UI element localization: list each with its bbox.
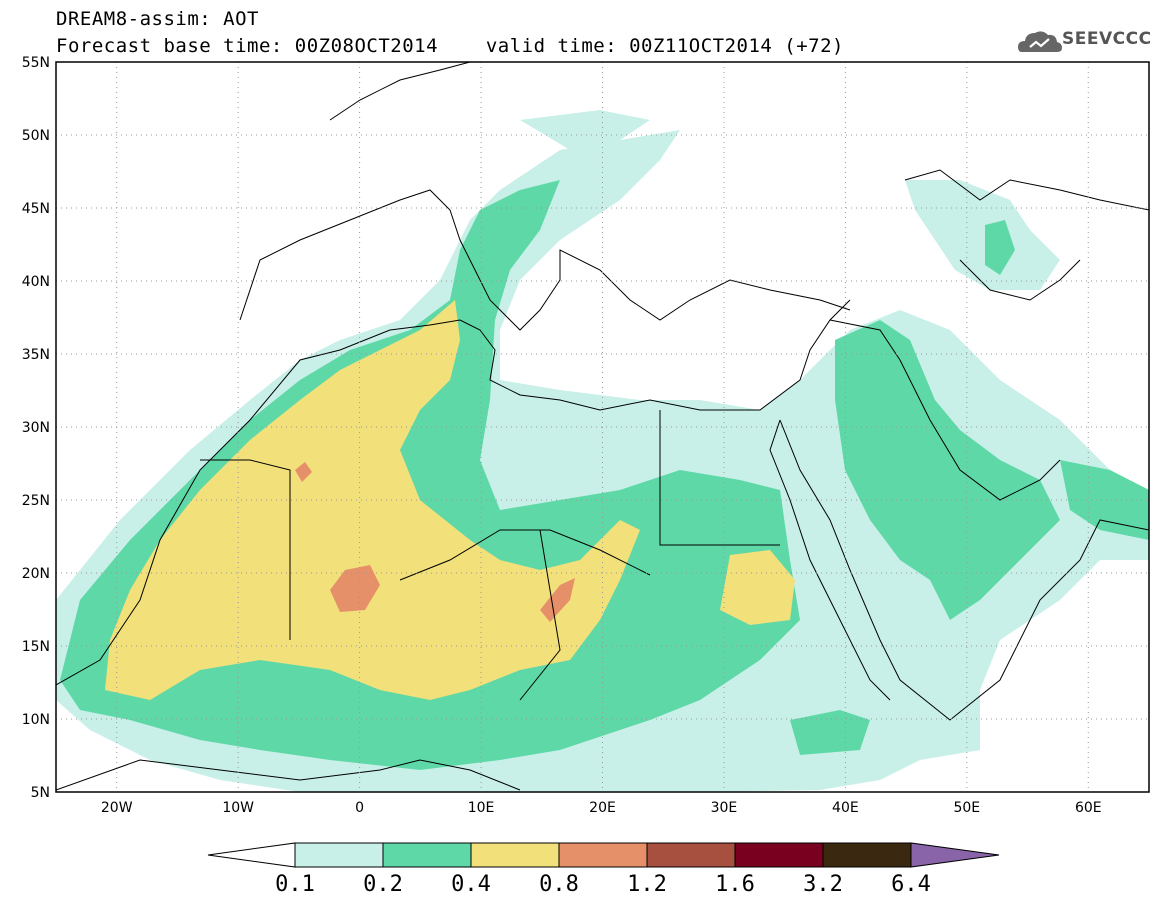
colorbar-under-triangle	[207, 842, 296, 868]
latitude-tick-label: 40N	[22, 274, 50, 290]
latitude-tick-label: 35N	[22, 347, 50, 363]
colorbar-label: 0.1	[275, 872, 315, 897]
base-time-label: Forecast base time: 00Z08OCT2014	[56, 35, 439, 57]
latitude-tick-label: 55N	[22, 55, 50, 71]
aot-band-0.8-mali	[330, 565, 380, 612]
aot-band-0.1-caspian	[905, 180, 1060, 290]
colorbar-swatch	[382, 842, 472, 868]
colorbar-label: 6.4	[891, 872, 931, 897]
map-frame	[55, 61, 1150, 793]
longitude-tick-label: 0	[355, 800, 364, 816]
latitude-tick-label: 45N	[22, 201, 50, 217]
aot-band-0.4	[105, 300, 640, 700]
valid-time-label: valid time: 00Z11OCT2014 (+72)	[485, 35, 844, 57]
longitude-tick-label: 30E	[711, 800, 738, 816]
cloud-icon	[1018, 31, 1062, 52]
longitude-tick-label: 20E	[589, 800, 616, 816]
latitude-tick-label: 20N	[22, 566, 50, 582]
colorbar-label: 0.2	[363, 872, 403, 897]
longitude-tick-label: 10E	[468, 800, 495, 816]
colorbar-swatch	[646, 842, 736, 868]
aot-band-0.8-chad	[540, 578, 575, 622]
latitude-tick-label: 15N	[22, 639, 50, 655]
colorbar-swatch	[294, 842, 384, 868]
colorbar-label: 1.2	[627, 872, 667, 897]
latitude-tick-label: 25N	[22, 493, 50, 509]
aot-band-0.2-arabian-sea	[1060, 460, 1149, 540]
latitude-tick-label: 5N	[31, 785, 50, 801]
latitude-tick-label: 10N	[22, 712, 50, 728]
colorbar-swatch	[470, 842, 560, 868]
colorbar-over-triangle	[910, 842, 1000, 868]
latitude-tick-label: 50N	[22, 128, 50, 144]
map-title: DREAM8-assim: AOT	[56, 8, 259, 30]
map-subtitle: Forecast base time: 00Z08OCT2014 valid t…	[56, 35, 844, 57]
colorbar-label: 3.2	[803, 872, 843, 897]
longitude-tick-label: 20W	[101, 800, 133, 816]
aot-band-0.8-west-sahara	[295, 462, 312, 482]
longitude-tick-label: 60E	[1075, 800, 1102, 816]
logo-text: SEEVCCC	[1062, 29, 1152, 49]
colorbar-label: 1.6	[715, 872, 755, 897]
colorbar-label: 0.4	[451, 872, 491, 897]
longitude-tick-label: 40E	[832, 800, 859, 816]
colorbar-swatch	[558, 842, 648, 868]
latitude-tick-label: 30N	[22, 420, 50, 436]
aot-band-0.2-horn	[790, 710, 870, 755]
longitude-tick-label: 50E	[953, 800, 980, 816]
aot-band-0.4-east-sudan	[720, 550, 795, 625]
colorbar-swatch	[734, 842, 824, 868]
colorbar-swatch	[822, 842, 912, 868]
colorbar: 0.1 0.2 0.4 0.8 1.2 1.6 3.2 6.4	[207, 842, 1000, 897]
longitude-tick-label: 10W	[222, 800, 254, 816]
aot-shading	[56, 110, 1149, 792]
aot-band-0.2-caspian	[985, 220, 1015, 275]
coastlines	[56, 62, 1149, 791]
colorbar-label: 0.8	[539, 872, 579, 897]
aot-band-0.1-balkans	[520, 110, 650, 150]
latitude-labels: 55N 50N 45N 40N 35N 30N 25N 20N 15N 10N 5N	[22, 55, 50, 801]
longitude-labels: 20W 10W 0 10E 20E 30E 40E 50E 60E	[101, 800, 1102, 816]
aot-band-0.2-mesopotamia	[835, 320, 1060, 620]
